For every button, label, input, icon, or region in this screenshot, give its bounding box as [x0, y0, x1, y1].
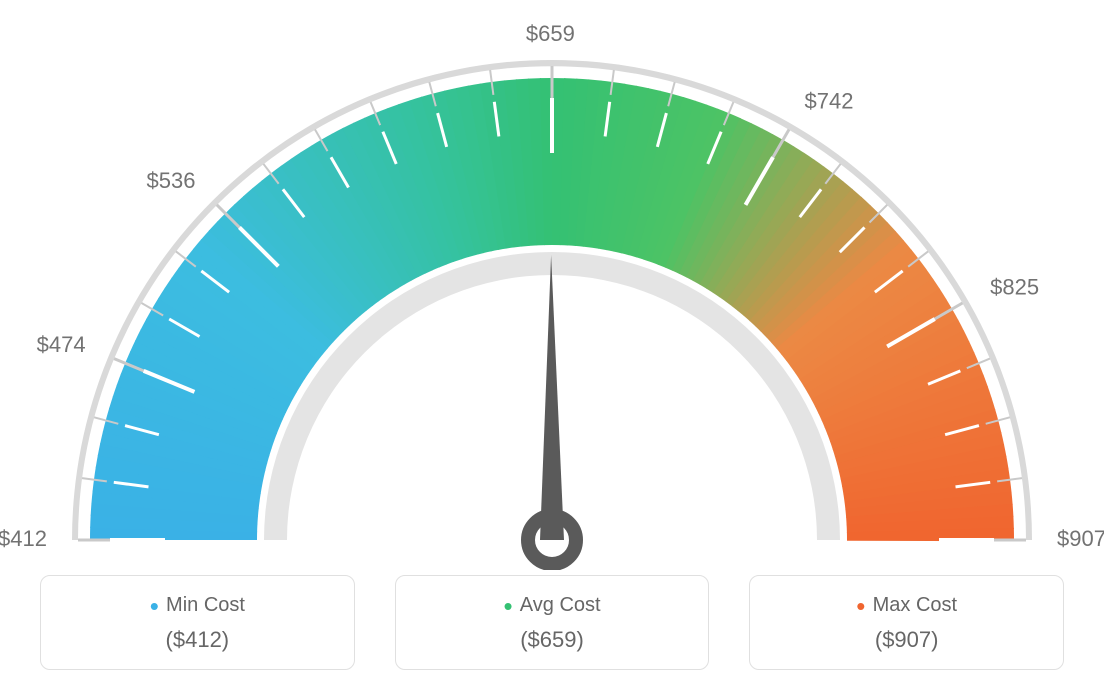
- gauge-chart: $412 $474 $536 $659 $742 $825 $907: [0, 0, 1104, 570]
- gauge-tick-label: $536: [147, 168, 196, 193]
- summary-cards: Min Cost ($412) Avg Cost ($659) Max Cost…: [0, 575, 1104, 670]
- gauge-needle: [540, 255, 564, 540]
- gauge-tick-label: $412: [0, 526, 47, 551]
- min-cost-card: Min Cost ($412): [40, 575, 355, 670]
- max-cost-label: Max Cost: [760, 594, 1053, 617]
- gauge-tick-label: $742: [805, 88, 854, 113]
- gauge-tick-label: $659: [526, 21, 575, 46]
- avg-cost-label: Avg Cost: [406, 594, 699, 617]
- gauge-tick-label: $474: [37, 332, 86, 357]
- gauge-svg: $412 $474 $536 $659 $742 $825 $907: [0, 0, 1104, 570]
- avg-cost-card: Avg Cost ($659): [395, 575, 710, 670]
- max-cost-value: ($907): [760, 627, 1053, 653]
- min-cost-label: Min Cost: [51, 594, 344, 617]
- gauge-tick-label: $907: [1057, 526, 1104, 551]
- max-cost-card: Max Cost ($907): [749, 575, 1064, 670]
- avg-cost-value: ($659): [406, 627, 699, 653]
- gauge-tick-label: $825: [990, 275, 1039, 300]
- min-cost-value: ($412): [51, 627, 344, 653]
